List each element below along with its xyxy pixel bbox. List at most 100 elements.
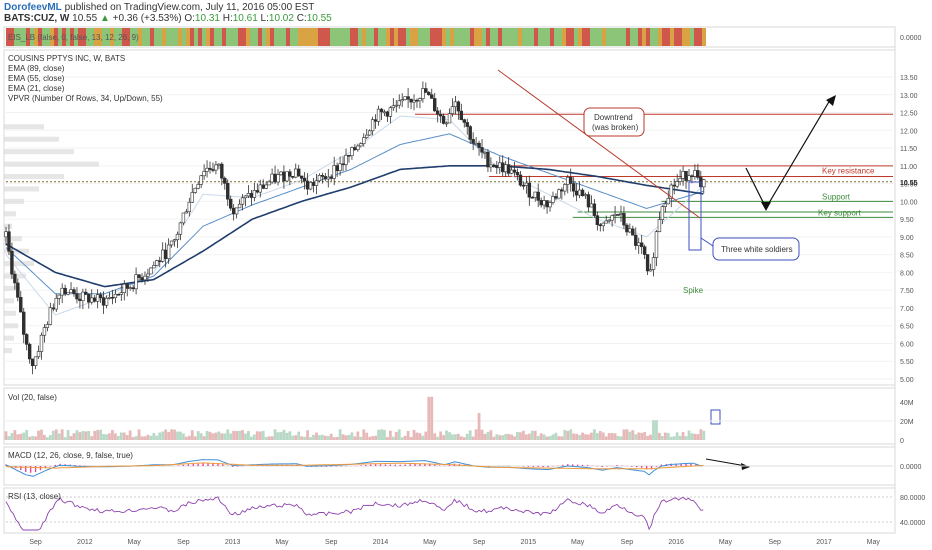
volume-bar: [140, 436, 144, 440]
volume-bar: [489, 430, 493, 440]
eis-segment: [178, 28, 182, 46]
candle-body: [172, 239, 177, 242]
high-value: 10.61: [232, 13, 258, 24]
volume-bar: [10, 432, 14, 440]
volume-bar: [149, 435, 153, 440]
macd-histogram-bar: [660, 464, 663, 466]
candle-body: [412, 99, 416, 103]
published-info: published on TradingView.com, July 11, 2…: [64, 2, 315, 13]
volume-bar: [28, 436, 32, 440]
candle-body: [264, 184, 268, 189]
author-name[interactable]: DorofeevML: [4, 2, 62, 13]
eis-segment: [594, 28, 598, 46]
time-tick-label: May: [423, 539, 437, 546]
volume-bar: [640, 432, 644, 440]
volume-bar: [631, 430, 635, 440]
eis-segment: [98, 28, 102, 46]
volume-bar: [622, 429, 626, 440]
eis-segment: [622, 28, 626, 46]
eis-segment: [38, 28, 42, 46]
candle-body: [255, 190, 260, 193]
volume-bar: [409, 437, 413, 440]
eis-segment: [462, 28, 466, 46]
eis-segment: [322, 28, 326, 46]
candle-body: [539, 200, 543, 206]
candle-body: [75, 293, 79, 300]
eis-segment: [154, 28, 158, 46]
candle-body: [613, 214, 617, 216]
candle-body: [282, 171, 286, 182]
volume-bar: [675, 432, 679, 440]
three-soldiers-label: Three white soldiers: [721, 245, 793, 254]
volume-bar: [660, 436, 664, 440]
candle-body: [506, 164, 511, 174]
candle-body: [604, 220, 608, 224]
candle-body: [45, 324, 50, 328]
annotations: Downtrend (was broken) Three white soldi…: [497, 69, 836, 470]
candle-body: [474, 142, 478, 145]
price-grid: [6, 76, 893, 380]
volume-bar: [669, 436, 673, 440]
candle-body: [702, 179, 706, 188]
eis-segment: [398, 28, 402, 46]
eis-segment: [390, 28, 394, 46]
eis-segment: [146, 28, 150, 46]
candle-body: [140, 277, 144, 281]
volume-bar: [616, 436, 620, 440]
volume-bar: [87, 431, 91, 440]
volume-tick-label: 40M: [900, 400, 914, 407]
volume-bar: [468, 430, 472, 440]
eis-segment: [430, 28, 434, 46]
eis-segment: [302, 28, 306, 46]
macd-histogram-bar: [640, 466, 643, 468]
candle-body: [444, 122, 449, 125]
candle-body: [288, 171, 292, 177]
macd-histogram-bar: [231, 466, 234, 467]
candle-body: [261, 184, 265, 189]
volume-bar: [238, 430, 241, 440]
volume-bar: [131, 437, 135, 440]
candle-body: [246, 193, 251, 197]
volume-bar: [545, 436, 549, 440]
volume-bar: [303, 436, 307, 440]
candle-body: [560, 189, 564, 192]
close-value: 10.55: [306, 13, 332, 24]
candle-body: [654, 231, 659, 258]
volume-bar: [116, 435, 120, 440]
vpvr-bar: [4, 323, 18, 329]
candle-body: [592, 203, 597, 216]
volume-bar: [229, 433, 233, 440]
candle-body: [240, 197, 245, 205]
volume-bar: [477, 413, 481, 440]
eis-segment: [94, 28, 98, 46]
volume-bar: [513, 436, 516, 440]
volume-bar: [445, 430, 448, 440]
volume-bar: [403, 435, 407, 440]
eis-segment: [118, 28, 122, 46]
eis-segment: [182, 28, 186, 46]
macd-histogram-bar: [374, 464, 377, 466]
candle-body: [433, 98, 437, 112]
price-tick-label: 11.50: [900, 146, 917, 153]
eis-segment: [14, 28, 18, 46]
candle-body: [379, 108, 384, 113]
volume-bar: [424, 431, 428, 440]
candle-body: [163, 249, 168, 259]
candle-body: [39, 334, 44, 352]
volume-bar: [498, 435, 502, 440]
candle-body: [524, 182, 529, 186]
eis-segment: [202, 28, 206, 46]
eis-segment: [142, 28, 146, 46]
volume-bar: [569, 429, 573, 440]
macd-histogram-bar: [69, 464, 71, 466]
downtrend-label-2: (was broken): [592, 123, 639, 132]
eis-segment: [18, 28, 22, 46]
volume-bar: [663, 432, 667, 440]
volume-bar: [288, 431, 292, 440]
eis-segment: [590, 28, 594, 46]
candle-body: [131, 287, 135, 290]
volume-bar: [465, 433, 469, 440]
macd-histogram-bar: [44, 466, 47, 469]
candle-body: [113, 293, 118, 298]
